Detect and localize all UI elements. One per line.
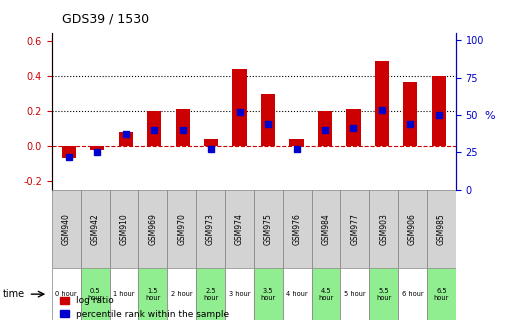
FancyBboxPatch shape xyxy=(52,190,81,268)
Text: GDS39 / 1530: GDS39 / 1530 xyxy=(62,13,149,26)
Text: GSM977: GSM977 xyxy=(350,213,359,245)
Text: 4 hour: 4 hour xyxy=(286,291,308,297)
Legend: log ratio, percentile rank within the sample: log ratio, percentile rank within the sa… xyxy=(56,293,233,322)
FancyBboxPatch shape xyxy=(167,268,196,320)
Text: 2 hour: 2 hour xyxy=(171,291,193,297)
FancyBboxPatch shape xyxy=(109,190,138,268)
Bar xyxy=(403,81,418,146)
Text: GSM940: GSM940 xyxy=(62,213,71,245)
Text: GSM969: GSM969 xyxy=(148,213,157,245)
FancyBboxPatch shape xyxy=(81,190,109,268)
Text: GSM973: GSM973 xyxy=(206,213,215,245)
FancyBboxPatch shape xyxy=(369,190,398,268)
Text: 4.5
hour: 4.5 hour xyxy=(319,288,334,301)
FancyBboxPatch shape xyxy=(311,268,340,320)
FancyBboxPatch shape xyxy=(52,268,81,320)
Text: 0.5
hour: 0.5 hour xyxy=(88,288,103,301)
Bar xyxy=(290,139,304,146)
Text: 2.5
hour: 2.5 hour xyxy=(203,288,218,301)
FancyBboxPatch shape xyxy=(340,268,369,320)
FancyBboxPatch shape xyxy=(398,190,427,268)
Text: 5 hour: 5 hour xyxy=(344,291,366,297)
FancyBboxPatch shape xyxy=(196,268,225,320)
Text: GSM942: GSM942 xyxy=(91,213,99,245)
Bar xyxy=(176,110,190,146)
Text: 3 hour: 3 hour xyxy=(228,291,250,297)
Bar xyxy=(318,111,332,146)
FancyBboxPatch shape xyxy=(283,190,311,268)
Text: GSM970: GSM970 xyxy=(177,213,186,245)
FancyBboxPatch shape xyxy=(109,268,138,320)
FancyBboxPatch shape xyxy=(398,268,427,320)
FancyBboxPatch shape xyxy=(311,190,340,268)
FancyBboxPatch shape xyxy=(254,190,283,268)
Bar xyxy=(90,146,105,149)
FancyBboxPatch shape xyxy=(283,268,311,320)
Text: GSM985: GSM985 xyxy=(437,213,446,245)
FancyBboxPatch shape xyxy=(225,190,254,268)
Bar xyxy=(431,76,446,146)
Text: 1 hour: 1 hour xyxy=(113,291,135,297)
FancyBboxPatch shape xyxy=(427,268,456,320)
Text: time: time xyxy=(3,289,25,299)
Text: GSM903: GSM903 xyxy=(379,213,388,245)
FancyBboxPatch shape xyxy=(167,190,196,268)
Text: GSM910: GSM910 xyxy=(120,213,128,245)
FancyBboxPatch shape xyxy=(225,268,254,320)
Text: GSM976: GSM976 xyxy=(293,213,301,245)
FancyBboxPatch shape xyxy=(81,268,109,320)
Text: GSM906: GSM906 xyxy=(408,213,417,245)
FancyBboxPatch shape xyxy=(196,190,225,268)
Bar xyxy=(119,132,133,146)
Text: 6.5
hour: 6.5 hour xyxy=(434,288,449,301)
Y-axis label: %: % xyxy=(484,111,495,121)
Bar xyxy=(233,69,247,146)
Text: 5.5
hour: 5.5 hour xyxy=(376,288,391,301)
Text: 6 hour: 6 hour xyxy=(402,291,423,297)
Text: 1.5
hour: 1.5 hour xyxy=(145,288,161,301)
Text: GSM974: GSM974 xyxy=(235,213,244,245)
FancyBboxPatch shape xyxy=(427,190,456,268)
Bar xyxy=(375,60,389,146)
Bar xyxy=(347,110,361,146)
FancyBboxPatch shape xyxy=(254,268,283,320)
FancyBboxPatch shape xyxy=(369,268,398,320)
Text: 0 hour: 0 hour xyxy=(55,291,77,297)
Text: 3.5
hour: 3.5 hour xyxy=(261,288,276,301)
Bar xyxy=(204,139,218,146)
Bar xyxy=(147,111,161,146)
FancyBboxPatch shape xyxy=(138,268,167,320)
FancyBboxPatch shape xyxy=(138,190,167,268)
Bar xyxy=(62,146,76,158)
Bar xyxy=(261,94,275,146)
FancyBboxPatch shape xyxy=(340,190,369,268)
Text: GSM984: GSM984 xyxy=(322,213,330,245)
Text: GSM975: GSM975 xyxy=(264,213,273,245)
